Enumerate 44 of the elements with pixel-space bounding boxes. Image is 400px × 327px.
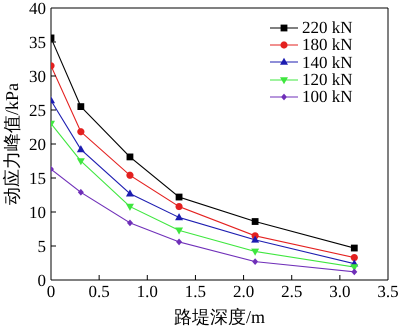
y-tick-label: 20 <box>29 135 46 154</box>
point <box>175 202 183 210</box>
legend-label: 100 kN <box>302 87 353 106</box>
point <box>126 219 133 226</box>
point <box>350 254 358 262</box>
x-tick-label: 3.5 <box>377 282 399 302</box>
point <box>175 213 184 220</box>
y-tick-label: 15 <box>29 169 46 188</box>
point <box>76 158 85 166</box>
point <box>350 244 358 252</box>
point <box>126 172 134 179</box>
y-axis-title: 动应力峰值/kPa <box>2 82 22 206</box>
point <box>126 154 134 160</box>
y-tick-label: 35 <box>29 33 46 52</box>
point <box>126 204 134 211</box>
point <box>176 194 182 200</box>
x-tick-label: 2.0 <box>232 282 254 302</box>
point <box>251 248 260 256</box>
y-tick-label: 25 <box>29 101 46 120</box>
point <box>126 189 134 196</box>
point <box>77 128 84 136</box>
point <box>77 103 84 110</box>
legend-label: 220 kN <box>302 18 353 38</box>
point <box>175 228 184 235</box>
point <box>76 145 85 152</box>
x-axis-title: 路堤深度/m <box>174 307 266 327</box>
point <box>252 218 259 225</box>
legend-label: 180 kN <box>302 35 353 54</box>
point <box>78 188 84 196</box>
y-tick-label: 5 <box>38 237 46 256</box>
x-tick-label: 1.5 <box>184 282 206 302</box>
y-tick-label: 10 <box>29 203 46 222</box>
x-tick-label: 1.0 <box>136 282 158 302</box>
y-tick-label: 30 <box>29 67 46 86</box>
x-tick-label: 3.0 <box>329 282 350 302</box>
point <box>176 238 182 246</box>
point <box>252 258 258 266</box>
point <box>251 236 260 243</box>
y-tick-label: 40 <box>29 0 46 18</box>
point <box>351 268 358 276</box>
legend-label: 140 kN <box>302 52 353 72</box>
x-tick-label: 2.5 <box>281 282 302 302</box>
x-tick-label: 0.5 <box>88 282 110 302</box>
legend-label: 120 kN <box>302 70 353 90</box>
